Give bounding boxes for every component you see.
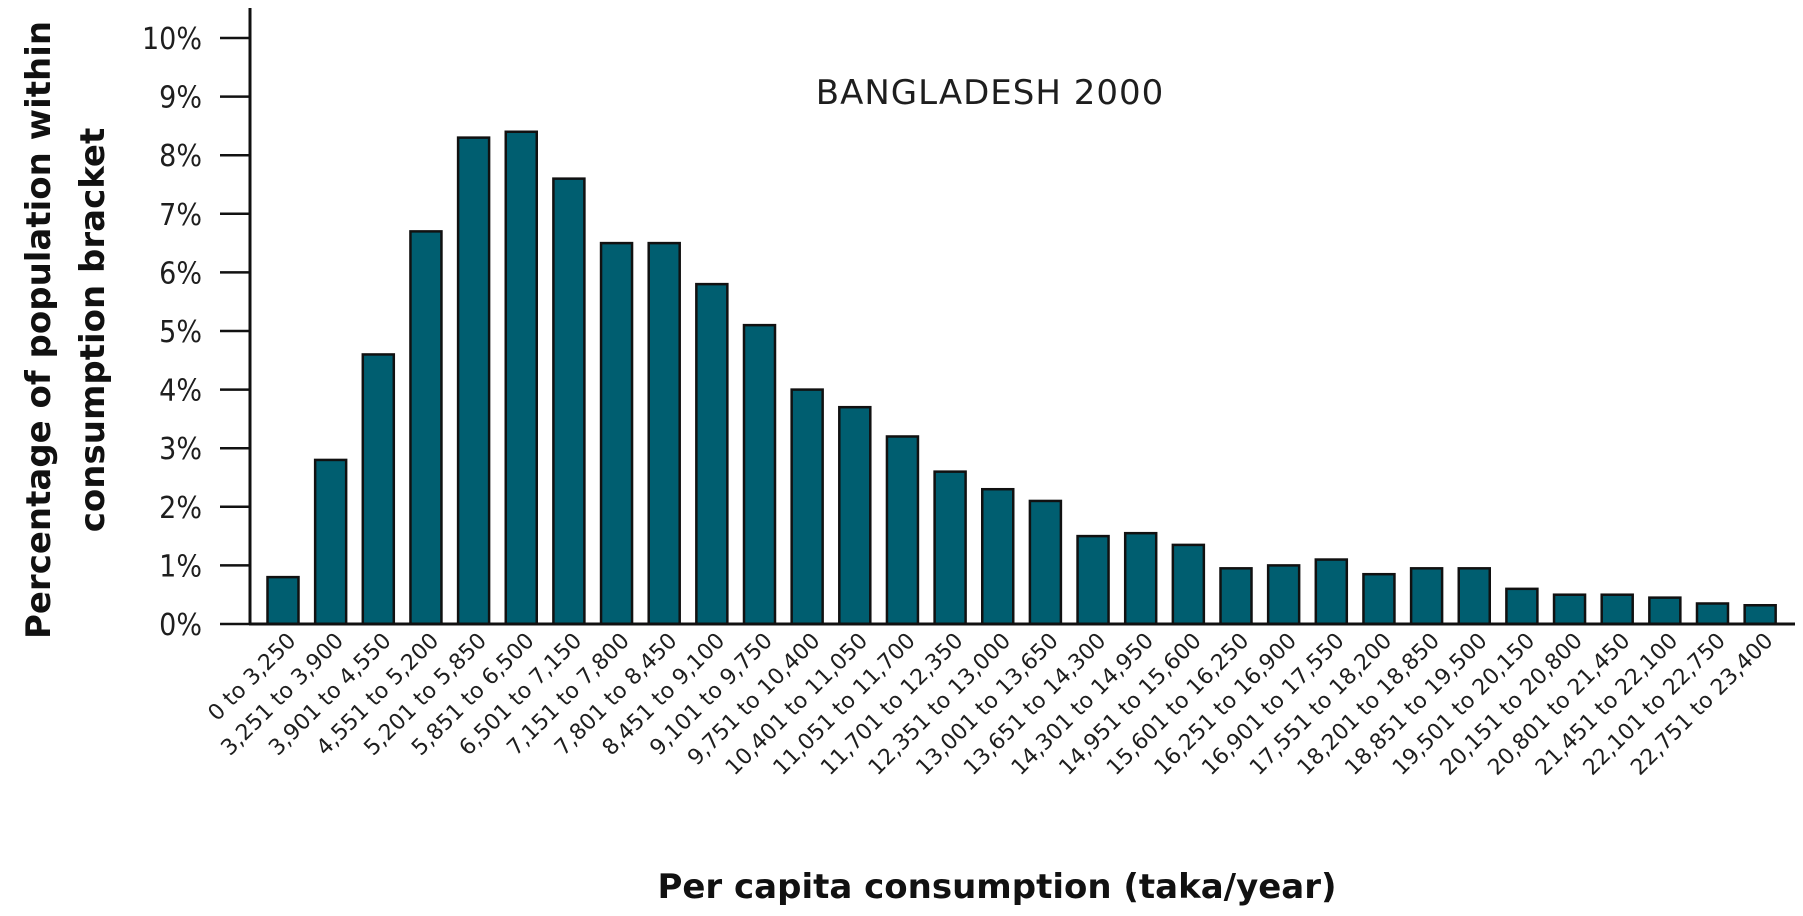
- bar: [552, 177, 586, 626]
- bar: [1743, 603, 1777, 626]
- bar: [742, 323, 777, 626]
- y-tick-label: 2%: [159, 491, 202, 526]
- bar: [885, 435, 920, 626]
- bar: [456, 136, 491, 626]
- bar: [313, 458, 348, 626]
- y-ticks-layer: 0% 1% 2% 3% 4% 5% 6% 7% 8% 9% 10%: [142, 22, 250, 643]
- y-tick-label: 10%: [142, 22, 202, 57]
- bar: [1457, 567, 1491, 626]
- y-tick-label: 1%: [159, 549, 202, 584]
- y-tick-label: 6%: [159, 256, 202, 291]
- bar: [409, 230, 443, 626]
- y-tick-label: 9%: [159, 81, 202, 116]
- bar: [1171, 543, 1206, 626]
- axes-layer: [248, 8, 1795, 626]
- chart-title: BANGLADESH 2000: [816, 73, 1165, 113]
- bar: [1219, 567, 1253, 626]
- bar: [504, 130, 538, 626]
- bar: [933, 470, 967, 626]
- y-axis-title-line-1: Percentage of population within: [19, 21, 59, 639]
- bars-layer: [266, 130, 1777, 626]
- bar: [838, 405, 872, 626]
- y-tick-label: 4%: [159, 374, 202, 409]
- x-axis-title: Per capita consumption (taka/year): [657, 867, 1336, 907]
- y-axis-title: Percentage of population within consumpt…: [19, 21, 113, 639]
- bar: [1028, 499, 1063, 626]
- bar: [266, 575, 300, 626]
- bar: [1648, 596, 1682, 626]
- bar: [981, 487, 1015, 626]
- bar: [1552, 593, 1587, 626]
- bar: [1266, 564, 1301, 626]
- bar: [361, 353, 396, 626]
- y-tick-label: 0%: [159, 608, 202, 643]
- bar: [1600, 593, 1634, 626]
- y-tick-label: 5%: [159, 315, 202, 350]
- bar: [1362, 572, 1396, 626]
- y-axis-title-line-2: consumption bracket: [73, 128, 113, 532]
- bar: [1314, 558, 1349, 626]
- bar: [695, 282, 729, 626]
- bar: [599, 241, 634, 626]
- y-tick-label: 7%: [159, 198, 202, 233]
- y-tick-label: 3%: [159, 432, 202, 467]
- bar: [1409, 567, 1444, 626]
- y-tick-label: 8%: [159, 139, 202, 174]
- bar: [790, 388, 824, 626]
- bar: [647, 241, 681, 626]
- bar: [1505, 587, 1539, 626]
- bar: [1076, 534, 1110, 626]
- bar: [1123, 531, 1158, 626]
- bar: [1695, 602, 1730, 626]
